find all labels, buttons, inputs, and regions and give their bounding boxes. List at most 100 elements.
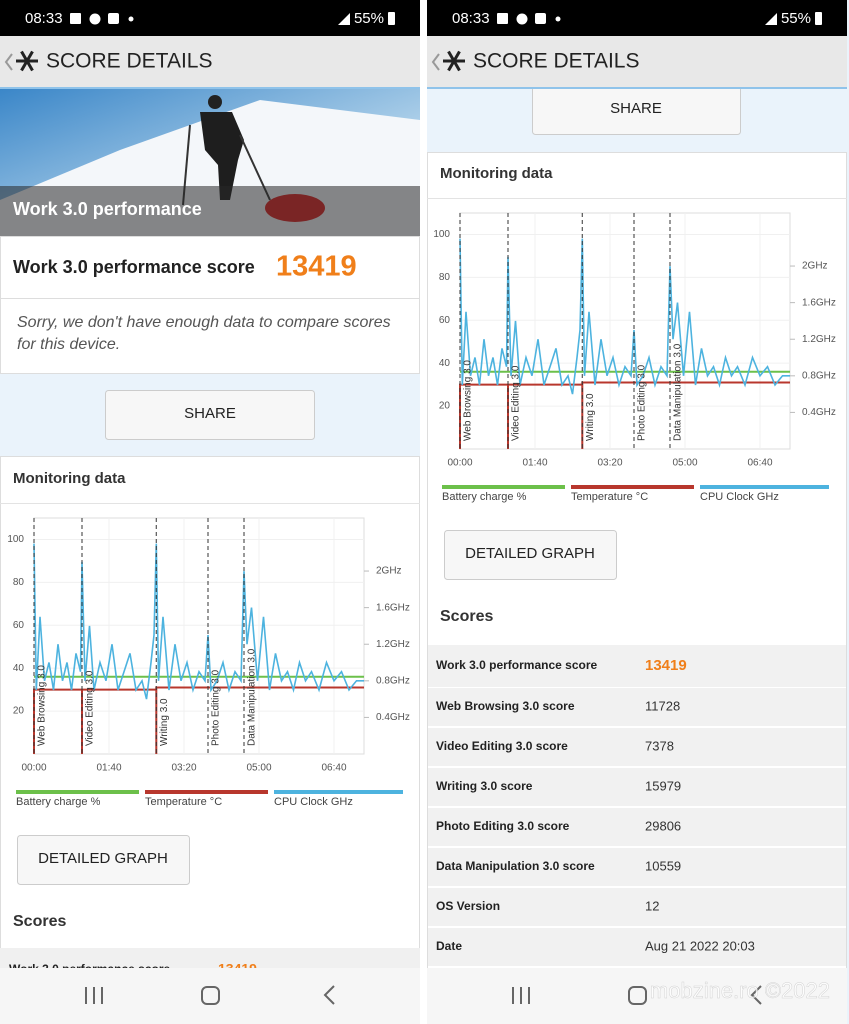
y-tick-label: 40 (439, 358, 451, 369)
score-row (428, 645, 846, 687)
score-row-value: 7378 (645, 738, 674, 753)
detailed-graph-button[interactable] (17, 835, 190, 885)
nav-home[interactable] (628, 986, 647, 1005)
watermark: mobzine.ro ©2022 (650, 978, 830, 1003)
score-row-label: Video Editing 3.0 score (436, 739, 568, 753)
score-row-value: Aug 21 2022 20:03 (645, 938, 755, 953)
note-card (0, 298, 420, 374)
legend-label: CPU Clock GHz (274, 796, 353, 808)
detailed-graph-button[interactable] (444, 530, 617, 580)
score-row-value: 13419 (645, 657, 687, 674)
y2-tick-label: 2GHz (802, 261, 828, 272)
compare-note: Sorry, we don't have enough data to comp… (17, 314, 391, 353)
detailed-graph-label[interactable]: DETAILED GRAPH (38, 850, 168, 867)
monitoring-title: Monitoring data (440, 165, 553, 182)
detailed-graph-label[interactable]: DETAILED GRAPH (465, 545, 595, 562)
nav-home[interactable] (201, 986, 220, 1005)
y-tick-label: 100 (7, 534, 24, 545)
status-icon (70, 13, 81, 24)
scores-table: Work 3.0 performance score 13419 Web Brows… (428, 645, 846, 966)
status-icon (497, 13, 508, 24)
x-tick-label: 03:20 (171, 763, 196, 774)
nav-back[interactable] (750, 985, 762, 1005)
y2-tick-label: 1.2GHz (376, 639, 410, 650)
marker-label: Web Browsing 3.0 (37, 665, 48, 746)
monitoring-card (0, 456, 420, 977)
marker-label: Photo Editing 3.0 (211, 669, 222, 746)
legend-label: Battery charge % (16, 796, 101, 808)
screen-gap (420, 0, 427, 1024)
scores-title: Scores (13, 913, 66, 930)
banner-title: Work 3.0 performance (13, 199, 202, 219)
x-tick-label: 06:40 (321, 763, 346, 774)
share-label[interactable]: SHARE (610, 100, 662, 117)
marker-label: Video Editing 3.0 (511, 365, 522, 441)
x-tick-label: 05:00 (246, 763, 271, 774)
battery-icon (815, 12, 822, 25)
score-row-label: Web Browsing 3.0 score (436, 699, 575, 713)
y2-tick-label: 0.8GHz (376, 675, 410, 686)
nav-bar (0, 968, 420, 1024)
share-label[interactable]: SHARE (184, 405, 236, 422)
score-row-value: 29806 (645, 818, 681, 833)
back-icon[interactable] (4, 53, 13, 71)
status-icon (108, 13, 119, 24)
score-row (428, 808, 846, 846)
x-tick-label: 01:40 (96, 763, 121, 774)
score-row-label: Work 3.0 performance score (436, 658, 598, 672)
status-battery: 55% (781, 10, 811, 27)
score-row-label: OS Version (436, 899, 500, 913)
signal-icon (765, 13, 777, 25)
x-tick-label: 00:00 (21, 763, 46, 774)
header-title: SCORE DETAILS (46, 50, 212, 73)
score-row-value: 11728 (645, 698, 680, 713)
x-tick-label: 06:40 (747, 458, 772, 469)
legend-label: Battery charge % (442, 491, 527, 503)
y-tick-label: 80 (13, 577, 25, 588)
share-button[interactable] (105, 390, 315, 440)
score-row (428, 768, 846, 806)
nav-bar (427, 968, 847, 1024)
marker-label: Video Editing 3.0 (85, 670, 96, 746)
signal-icon (338, 13, 350, 25)
score-row-label: Data Manipulation 3.0 score (436, 859, 595, 873)
score-row (428, 928, 846, 966)
chart: 20 40 60 80 100 0.4GHz 0.8GHz 1.2GHz 1.6GHz 2GHz 0… (7, 517, 410, 808)
y-tick-label: 20 (439, 401, 451, 412)
score-row-value: 12 (645, 898, 659, 913)
scores-title: Scores (440, 608, 493, 625)
score-row (428, 688, 846, 726)
monitoring-title: Monitoring data (13, 470, 126, 487)
x-tick-label: 03:20 (597, 458, 622, 469)
score-label: Work 3.0 performance score (13, 257, 255, 277)
nav-back[interactable] (323, 985, 335, 1005)
y-tick-label: 80 (439, 272, 451, 283)
score-row (428, 848, 846, 886)
y-tick-label: 20 (13, 706, 25, 717)
legend-swatch (700, 485, 829, 489)
back-icon[interactable] (431, 53, 440, 71)
logo-icon (20, 50, 34, 72)
legend-label: CPU Clock GHz (700, 491, 779, 503)
y2-tick-label: 2GHz (376, 566, 402, 577)
chart: 20 40 60 80 100 0.4GHz 0.8GHz 1.2GHz 1.6GHz 2GHz 0… (433, 212, 836, 503)
legend-swatch (442, 485, 565, 489)
status-battery: 55% (354, 10, 384, 27)
y2-tick-label: 0.4GHz (376, 712, 410, 723)
status-icon (89, 13, 101, 25)
marker-label: Photo Editing 3.0 (637, 364, 648, 441)
y-tick-label: 60 (13, 620, 25, 631)
score-row (428, 888, 846, 926)
status-icon (535, 13, 546, 24)
legend-swatch (274, 790, 403, 794)
score-row-value: 15979 (645, 778, 681, 793)
marker-label: Writing 3.0 (585, 393, 596, 441)
series-line (33, 543, 364, 700)
series-line (459, 238, 790, 395)
score-row-label: Date (436, 939, 462, 953)
y-tick-label: 40 (13, 663, 25, 674)
y2-tick-label: 1.6GHz (376, 602, 410, 613)
